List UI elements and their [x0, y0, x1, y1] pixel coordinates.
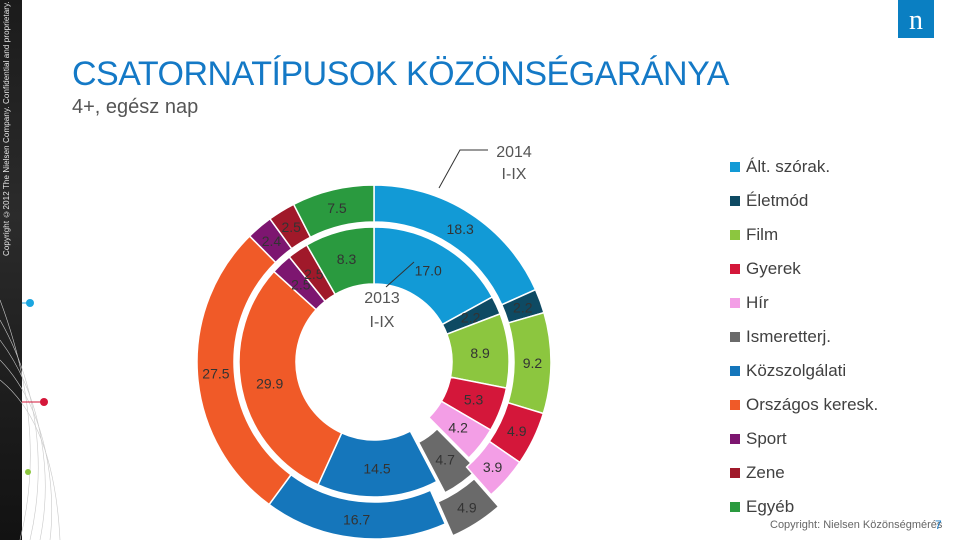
data-label-inner-1: 2.2 — [461, 309, 481, 325]
data-label-inner-8: 2.5 — [291, 277, 311, 293]
slice-inner-7 — [238, 270, 343, 486]
slice-inner-4 — [427, 400, 492, 460]
decorative-lines — [0, 299, 61, 540]
data-label-outer-8: 2.4 — [262, 233, 282, 249]
legend-swatch — [730, 298, 740, 308]
data-label-outer-6: 16.7 — [343, 512, 370, 528]
data-label-inner-3: 5.3 — [464, 392, 484, 408]
page-number: 7 — [935, 518, 942, 532]
data-label-inner-7: 29.9 — [256, 376, 283, 392]
page-title: CSATORNATÍPUSOK KÖZÖNSÉGARÁNYA — [72, 55, 729, 93]
chart-legend: Ált. szórak. Életmód Film Gyerek Hír Ismerett… — [730, 150, 878, 524]
data-label-outer-4: 3.9 — [483, 459, 503, 475]
legend-swatch — [730, 366, 740, 376]
series-label-inner-1: I-IX — [370, 314, 395, 331]
legend-label: Ált. szórak. — [746, 157, 831, 176]
legend-swatch — [730, 196, 740, 206]
slice-inner-10 — [305, 226, 375, 296]
data-label-inner-2: 8.9 — [470, 345, 490, 361]
legend-label: Film — [746, 225, 779, 244]
left-strip: Copyright ©2012 The Nielsen Company. Con… — [0, 0, 22, 540]
series-label-outer-0: 2014 — [496, 144, 532, 161]
data-label-inner-10: 8.3 — [337, 251, 357, 267]
legend-label: Zene — [746, 463, 785, 482]
legend-swatch — [730, 502, 740, 512]
legend-swatch — [730, 264, 740, 274]
leader-line-inner — [385, 261, 415, 288]
legend-swatch — [730, 332, 740, 342]
slice-outer-4 — [465, 440, 521, 496]
data-label-inner-5: 4.7 — [435, 451, 455, 467]
data-label-outer-2: 9.2 — [523, 355, 543, 371]
legend-label: Hír — [746, 293, 769, 312]
legend-item: Ismeretterj. — [730, 320, 878, 354]
legend-swatch — [730, 400, 740, 410]
legend-item: Zene — [730, 456, 878, 490]
legend-item: Egyéb — [730, 490, 878, 524]
data-label-outer-0: 18.3 — [447, 221, 474, 237]
legend-item: Életmód — [730, 184, 878, 218]
series-label-outer-1: I-IX — [502, 166, 527, 183]
legend-label: Életmód — [746, 191, 809, 210]
data-label-inner-0: 17.0 — [415, 262, 442, 278]
legend-item: Országos keresk. — [730, 388, 878, 422]
legend-label: Országos keresk. — [746, 395, 879, 414]
series-label-inner-0: 2013 — [364, 290, 400, 307]
legend-item: Gyerek — [730, 252, 878, 286]
data-label-inner-4: 4.2 — [448, 419, 468, 435]
legend-label: Gyerek — [746, 259, 801, 278]
page-subtitle: 4+, egész nap — [72, 96, 199, 118]
legend-swatch — [730, 162, 740, 172]
leader-line-outer — [438, 149, 488, 189]
data-label-inner-6: 14.5 — [363, 460, 390, 476]
legend-item: Hír — [730, 286, 878, 320]
deco-dot-green — [25, 469, 31, 475]
data-label-outer-10: 7.5 — [327, 200, 347, 216]
deco-dot-blue — [26, 299, 34, 307]
legend-item: Ált. szórak. — [730, 150, 878, 184]
data-label-outer-1: 2.2 — [513, 299, 533, 315]
legend-item: Sport — [730, 422, 878, 456]
data-label-outer-5: 4.9 — [457, 499, 477, 515]
slice-inner-5 — [417, 427, 479, 494]
legend-swatch — [730, 468, 740, 478]
legend-item: Film — [730, 218, 878, 252]
deco-dot-red — [40, 398, 48, 406]
copyright-footer: Copyright: Nielsen Közönségmérés — [770, 519, 943, 531]
nielsen-logo: n — [898, 0, 934, 38]
data-label-inner-9: 2.5 — [304, 266, 324, 282]
legend-swatch — [730, 230, 740, 240]
data-label-outer-7: 27.5 — [202, 365, 229, 381]
legend-item: Közszolgálati — [730, 354, 878, 388]
slice-outer-10 — [292, 184, 375, 239]
legend-label: Ismeretterj. — [746, 327, 832, 346]
legend-label: Egyéb — [746, 497, 795, 516]
legend-label: Közszolgálati — [746, 361, 847, 380]
slice-outer-5 — [436, 477, 500, 537]
legend-swatch — [730, 434, 740, 444]
legend-label: Sport — [746, 429, 787, 448]
data-label-outer-3: 4.9 — [507, 423, 527, 439]
data-label-outer-9: 2.5 — [281, 219, 301, 235]
